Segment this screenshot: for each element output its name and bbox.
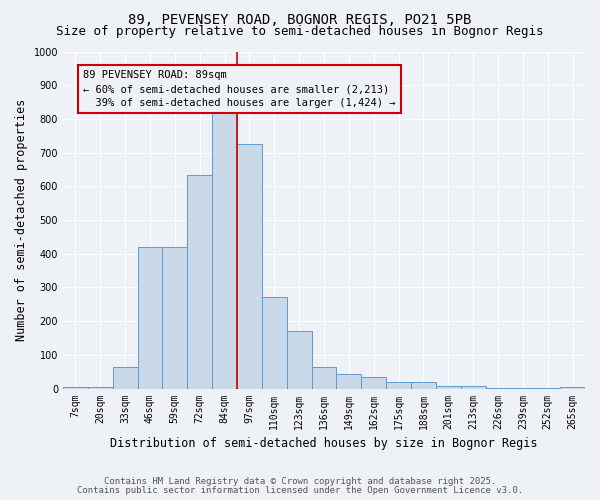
Bar [386,382,411,388]
X-axis label: Distribution of semi-detached houses by size in Bognor Regis: Distribution of semi-detached houses by … [110,437,538,450]
Bar [163,247,187,388]
Bar [63,387,88,388]
Bar [137,247,163,388]
Bar [337,374,361,388]
Bar [411,382,436,388]
Bar [461,386,485,388]
Y-axis label: Number of semi-detached properties: Number of semi-detached properties [15,99,28,341]
Bar [262,297,287,388]
Text: 89 PEVENSEY ROAD: 89sqm
← 60% of semi-detached houses are smaller (2,213)
  39% : 89 PEVENSEY ROAD: 89sqm ← 60% of semi-de… [83,70,395,108]
Bar [88,387,113,388]
Bar [187,174,212,388]
Bar [287,332,311,388]
Bar [311,366,337,388]
Bar [560,387,585,388]
Bar [113,368,137,388]
Bar [237,144,262,388]
Text: Size of property relative to semi-detached houses in Bognor Regis: Size of property relative to semi-detach… [56,25,544,38]
Bar [361,378,386,388]
Text: 89, PEVENSEY ROAD, BOGNOR REGIS, PO21 5PB: 89, PEVENSEY ROAD, BOGNOR REGIS, PO21 5P… [128,12,472,26]
Text: Contains HM Land Registry data © Crown copyright and database right 2025.: Contains HM Land Registry data © Crown c… [104,477,496,486]
Bar [436,386,461,388]
Text: Contains public sector information licensed under the Open Government Licence v3: Contains public sector information licen… [77,486,523,495]
Bar [212,112,237,388]
